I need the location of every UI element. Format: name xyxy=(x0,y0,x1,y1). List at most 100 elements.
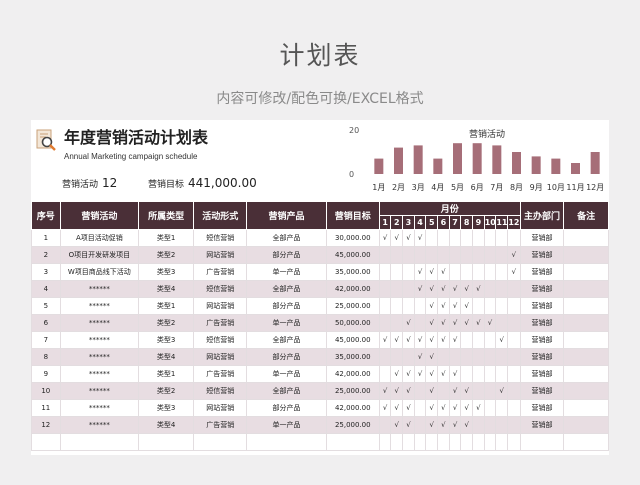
cell-month-check[interactable] xyxy=(390,263,404,281)
cell-month-check[interactable] xyxy=(413,246,427,264)
cell-product[interactable]: 部分产品 xyxy=(246,297,327,315)
cell-month-check[interactable]: √ xyxy=(472,399,485,417)
cell-form[interactable]: 网站营销 xyxy=(193,297,248,315)
cell-type[interactable]: 类型1 xyxy=(138,229,195,247)
cell-month-check[interactable]: √ xyxy=(448,416,462,434)
cell-product[interactable]: 单一产品 xyxy=(246,365,327,383)
cell-month-check[interactable] xyxy=(507,382,521,400)
cell-month-check[interactable] xyxy=(507,331,521,349)
cell-month-check[interactable] xyxy=(483,263,497,281)
cell-target[interactable]: 42,000.00 xyxy=(325,280,380,298)
cell-month-check[interactable] xyxy=(437,382,450,400)
cell-form[interactable]: 网站营销 xyxy=(193,246,248,264)
cell-month-check[interactable] xyxy=(390,314,404,332)
cell-type[interactable]: 类型4 xyxy=(138,416,195,434)
cell-month-check[interactable] xyxy=(495,246,509,264)
cell-month-check[interactable]: √ xyxy=(448,297,462,315)
cell-month-check[interactable]: √ xyxy=(402,416,415,434)
cell-month-check[interactable] xyxy=(507,297,521,315)
cell-type[interactable]: 类型3 xyxy=(138,263,195,281)
cell-month-check[interactable]: √ xyxy=(507,263,521,281)
cell-month-check[interactable] xyxy=(460,246,474,264)
cell-no[interactable]: 3 xyxy=(31,263,61,281)
cell-product[interactable]: 部分产品 xyxy=(246,399,327,417)
cell-form[interactable]: 短信营销 xyxy=(193,229,248,247)
cell-dept[interactable]: 营销部 xyxy=(519,365,565,383)
cell-month-check[interactable] xyxy=(483,416,497,434)
cell-month-check[interactable]: √ xyxy=(413,229,427,247)
cell-month-check[interactable] xyxy=(507,280,521,298)
cell-month-check[interactable]: √ xyxy=(413,365,427,383)
cell-month-check[interactable]: √ xyxy=(437,399,450,417)
cell-month-check[interactable]: √ xyxy=(425,365,439,383)
cell-target[interactable]: 45,000.00 xyxy=(325,246,380,264)
cell-month-check[interactable]: √ xyxy=(460,399,474,417)
cell-form[interactable]: 网站营销 xyxy=(193,399,248,417)
cell-no[interactable]: 9 xyxy=(31,365,61,383)
cell-empty[interactable] xyxy=(425,433,439,451)
cell-month-check[interactable] xyxy=(507,365,521,383)
cell-month-check[interactable]: √ xyxy=(378,399,392,417)
cell-month-check[interactable] xyxy=(483,297,497,315)
cell-form[interactable]: 广告营销 xyxy=(193,365,248,383)
cell-month-check[interactable] xyxy=(413,297,427,315)
cell-type[interactable]: 类型4 xyxy=(138,348,195,366)
cell-no[interactable]: 10 xyxy=(31,382,61,400)
cell-note[interactable] xyxy=(563,263,609,281)
cell-note[interactable] xyxy=(563,314,609,332)
cell-month-check[interactable]: √ xyxy=(460,416,474,434)
cell-month-check[interactable] xyxy=(413,399,427,417)
cell-month-check[interactable] xyxy=(495,314,509,332)
cell-month-check[interactable] xyxy=(378,348,392,366)
cell-month-check[interactable]: √ xyxy=(460,297,474,315)
cell-month-check[interactable] xyxy=(495,263,509,281)
cell-target[interactable]: 50,000.00 xyxy=(325,314,380,332)
cell-month-check[interactable] xyxy=(413,314,427,332)
cell-month-check[interactable]: √ xyxy=(402,331,415,349)
cell-month-check[interactable]: √ xyxy=(402,229,415,247)
cell-month-check[interactable] xyxy=(507,314,521,332)
cell-form[interactable]: 广告营销 xyxy=(193,314,248,332)
cell-note[interactable] xyxy=(563,382,609,400)
cell-note[interactable] xyxy=(563,331,609,349)
cell-activity[interactable]: ****** xyxy=(59,280,140,298)
cell-type[interactable]: 类型1 xyxy=(138,365,195,383)
cell-month-check[interactable]: √ xyxy=(425,382,439,400)
cell-empty[interactable] xyxy=(246,433,327,451)
cell-note[interactable] xyxy=(563,229,609,247)
cell-activity[interactable]: A项目活动促销 xyxy=(59,229,140,247)
cell-activity[interactable]: ****** xyxy=(59,314,140,332)
cell-month-check[interactable] xyxy=(507,416,521,434)
cell-month-check[interactable]: √ xyxy=(402,399,415,417)
cell-empty[interactable] xyxy=(378,433,392,451)
cell-month-check[interactable] xyxy=(448,246,462,264)
cell-dept[interactable]: 营销部 xyxy=(519,280,565,298)
cell-product[interactable]: 全部产品 xyxy=(246,331,327,349)
cell-activity[interactable]: ****** xyxy=(59,365,140,383)
cell-month-check[interactable]: √ xyxy=(402,382,415,400)
cell-month-check[interactable] xyxy=(378,297,392,315)
cell-month-check[interactable] xyxy=(495,297,509,315)
cell-month-check[interactable]: √ xyxy=(472,314,485,332)
cell-month-check[interactable] xyxy=(460,348,474,366)
cell-month-check[interactable] xyxy=(460,331,474,349)
cell-month-check[interactable] xyxy=(495,399,509,417)
cell-no[interactable]: 7 xyxy=(31,331,61,349)
cell-target[interactable]: 45,000.00 xyxy=(325,331,380,349)
cell-dept[interactable]: 营销部 xyxy=(519,399,565,417)
cell-month-check[interactable] xyxy=(507,229,521,247)
cell-note[interactable] xyxy=(563,297,609,315)
cell-empty[interactable] xyxy=(448,433,462,451)
cell-month-check[interactable] xyxy=(425,229,439,247)
cell-dept[interactable]: 营销部 xyxy=(519,314,565,332)
cell-no[interactable]: 4 xyxy=(31,280,61,298)
cell-month-check[interactable]: √ xyxy=(507,246,521,264)
cell-activity[interactable]: ****** xyxy=(59,399,140,417)
cell-month-check[interactable] xyxy=(472,382,485,400)
cell-month-check[interactable] xyxy=(378,416,392,434)
cell-month-check[interactable] xyxy=(378,314,392,332)
cell-month-check[interactable]: √ xyxy=(390,365,404,383)
cell-month-check[interactable] xyxy=(483,331,497,349)
cell-month-check[interactable]: √ xyxy=(413,348,427,366)
cell-form[interactable]: 广告营销 xyxy=(193,416,248,434)
